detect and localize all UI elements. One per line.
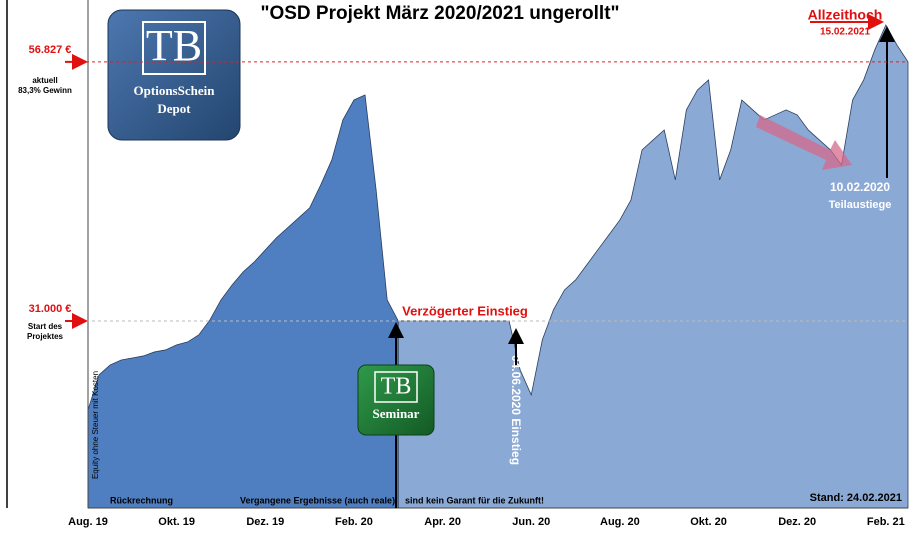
y-axis-label: Equity ohne Steuer mit Kosten [91, 371, 100, 479]
annotation: 83,3% Gewinn [18, 86, 72, 95]
logo-text: Depot [157, 101, 191, 116]
annotation: Projektes [27, 332, 64, 341]
x-tick-label: Dez. 19 [246, 516, 284, 528]
arrow [756, 115, 852, 170]
annotation: sind kein Garant für die Zukunft! [405, 495, 544, 505]
annotation: aktuell [32, 76, 57, 85]
logo-text: TB [146, 21, 202, 70]
annotation: Verzögerter Einstieg [402, 303, 528, 318]
x-tick-label: Feb. 21 [867, 516, 905, 528]
chart-title: "OSD Projekt März 2020/2021 ungerollt" [260, 3, 619, 24]
x-tick-label: Jun. 20 [512, 516, 550, 528]
logo-frame [142, 21, 206, 75]
annotation: Vergangene Ergebnisse (auch reale) [240, 495, 395, 505]
annotation: 10.02.2020 [830, 180, 890, 194]
annotation: Teilaustiege [829, 199, 892, 211]
annotation: 04.06.2020 Einstieg [509, 355, 523, 465]
area [397, 24, 909, 509]
annotation: Rückrechnung [110, 495, 173, 505]
x-tick-label: Dez. 20 [778, 516, 816, 528]
x-tick-label: Apr. 20 [424, 516, 461, 528]
logo-text: TB [381, 374, 412, 400]
x-tick-label: Feb. 20 [335, 516, 373, 528]
annotation: Start des [28, 322, 63, 331]
area [87, 94, 399, 509]
annotation: Stand: 24.02.2021 [810, 492, 902, 504]
logo-text: OptionsSchein [134, 83, 216, 98]
x-tick-label: Aug. 20 [600, 516, 640, 528]
x-tick-label: Okt. 19 [158, 516, 195, 528]
x-tick-label: Okt. 20 [690, 516, 727, 528]
x-tick-label: Aug. 19 [68, 516, 108, 528]
logo-text: Seminar [373, 406, 420, 421]
annotation: Allzeithoch [808, 7, 883, 23]
logo [357, 364, 435, 436]
reference-label: 56.827 € [29, 44, 72, 56]
annotation: 15.02.2021 [820, 27, 870, 38]
logo-frame [374, 371, 418, 403]
reference-label: 31.000 € [29, 303, 72, 315]
